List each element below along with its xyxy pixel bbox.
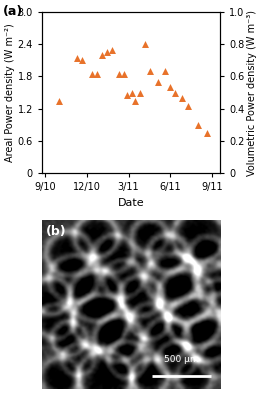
- Y-axis label: Areal Power density (W m⁻²): Areal Power density (W m⁻²): [5, 23, 15, 162]
- Point: [186, 103, 190, 109]
- Point: [105, 49, 109, 56]
- Point: [130, 89, 134, 96]
- Point: [57, 98, 61, 104]
- Point: [205, 130, 209, 136]
- Point: [75, 54, 79, 61]
- Point: [121, 71, 125, 77]
- X-axis label: Date: Date: [118, 198, 144, 208]
- Point: [125, 92, 129, 98]
- Point: [163, 68, 167, 74]
- Point: [110, 46, 114, 53]
- Text: (b): (b): [46, 225, 66, 238]
- Text: 500 μm: 500 μm: [165, 355, 199, 364]
- Point: [80, 57, 84, 64]
- Point: [156, 79, 161, 85]
- Point: [95, 71, 99, 77]
- Y-axis label: Volumetric Power density (W m⁻³): Volumetric Power density (W m⁻³): [247, 10, 257, 175]
- Point: [138, 89, 142, 96]
- Point: [168, 84, 172, 91]
- Text: (a): (a): [3, 6, 23, 18]
- Point: [143, 41, 147, 47]
- Point: [180, 95, 184, 101]
- Point: [173, 89, 177, 96]
- Point: [90, 71, 94, 77]
- Point: [133, 98, 137, 104]
- Point: [148, 68, 152, 74]
- Point: [116, 71, 121, 77]
- Point: [100, 52, 104, 58]
- Point: [196, 122, 200, 128]
